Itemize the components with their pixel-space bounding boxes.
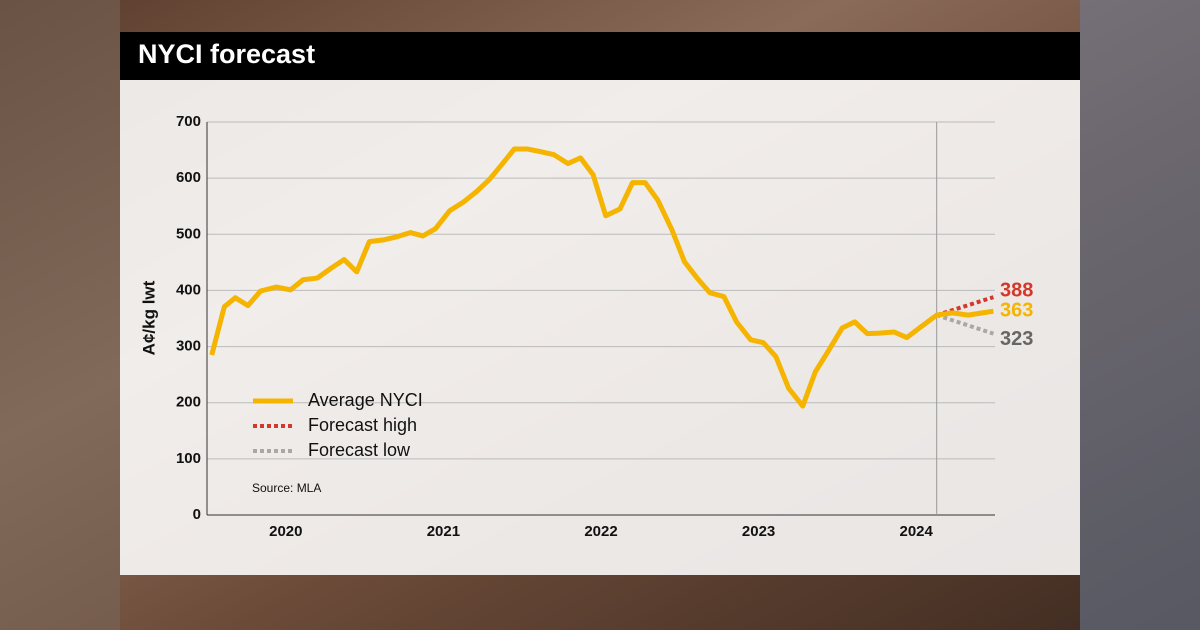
y-tick-label: 400 — [176, 281, 201, 298]
y-tick-label: 300 — [176, 338, 201, 355]
title-bar — [120, 32, 1080, 80]
y-tick-label: 500 — [176, 225, 201, 242]
chart-panel — [120, 80, 1080, 575]
x-tick-label: 2023 — [742, 523, 775, 540]
chart-title: NYCI forecast — [138, 39, 315, 69]
legend-label: Forecast high — [308, 415, 417, 435]
y-tick-label: 200 — [176, 394, 201, 411]
x-tick-label: 2021 — [427, 523, 460, 540]
source-note: Source: MLA — [252, 481, 321, 495]
y-tick-label: 600 — [176, 169, 201, 186]
legend-label: Forecast low — [308, 440, 411, 460]
y-tick-label: 700 — [176, 113, 201, 130]
x-tick-label: 2020 — [269, 523, 302, 540]
end-value-label: 323 — [1000, 328, 1033, 350]
x-tick-label: 2022 — [584, 523, 617, 540]
background-photo — [1080, 0, 1200, 630]
x-tick-label: 2024 — [900, 523, 934, 540]
y-tick-label: 0 — [193, 506, 201, 523]
background-photo — [0, 0, 120, 630]
data-line — [936, 313, 995, 336]
y-axis-label: A¢/kg lwt — [139, 280, 158, 355]
y-tick-label: 100 — [176, 450, 201, 467]
end-value-label: 388 — [1000, 279, 1033, 301]
data-line — [209, 146, 994, 409]
legend-label: Average NYCI — [308, 390, 423, 410]
end-value-label: 363 — [1000, 299, 1033, 321]
